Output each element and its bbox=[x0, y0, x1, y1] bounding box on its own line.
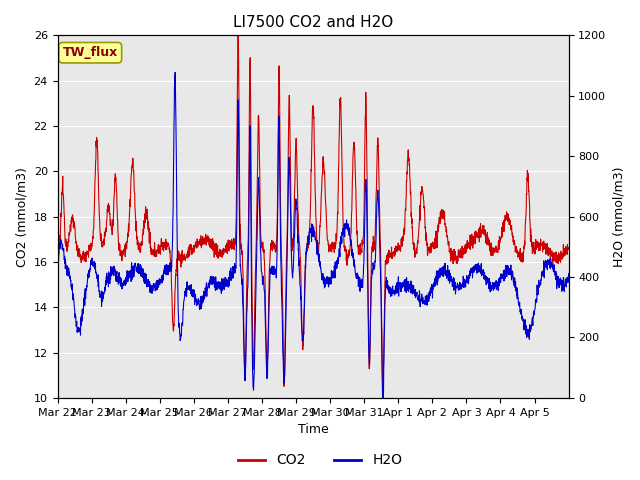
Line: CO2: CO2 bbox=[58, 36, 568, 390]
H2O bbox=[172, 70, 179, 75]
CO2 bbox=[564, 246, 572, 252]
H2O bbox=[196, 306, 204, 312]
Title: LI7500 CO2 and H2O: LI7500 CO2 and H2O bbox=[233, 15, 393, 30]
H2O bbox=[328, 275, 335, 280]
H2O bbox=[534, 291, 542, 297]
Y-axis label: H2O (mmol/m3): H2O (mmol/m3) bbox=[612, 167, 625, 267]
H2O bbox=[54, 264, 61, 270]
Y-axis label: CO2 (mmol/m3): CO2 (mmol/m3) bbox=[15, 167, 28, 266]
CO2 bbox=[520, 243, 528, 249]
CO2 bbox=[54, 245, 61, 251]
CO2 bbox=[379, 387, 387, 393]
H2O bbox=[520, 327, 528, 333]
CO2 bbox=[462, 246, 470, 252]
CO2 bbox=[534, 244, 542, 250]
H2O bbox=[564, 271, 572, 276]
CO2 bbox=[234, 33, 242, 38]
CO2 bbox=[328, 249, 335, 255]
CO2 bbox=[339, 206, 347, 212]
H2O bbox=[339, 229, 347, 235]
H2O bbox=[379, 395, 387, 401]
CO2 bbox=[196, 241, 204, 247]
Line: H2O: H2O bbox=[58, 72, 568, 398]
Text: TW_flux: TW_flux bbox=[63, 46, 118, 59]
X-axis label: Time: Time bbox=[298, 423, 328, 436]
Legend: CO2, H2O: CO2, H2O bbox=[232, 448, 408, 473]
H2O bbox=[462, 284, 470, 290]
